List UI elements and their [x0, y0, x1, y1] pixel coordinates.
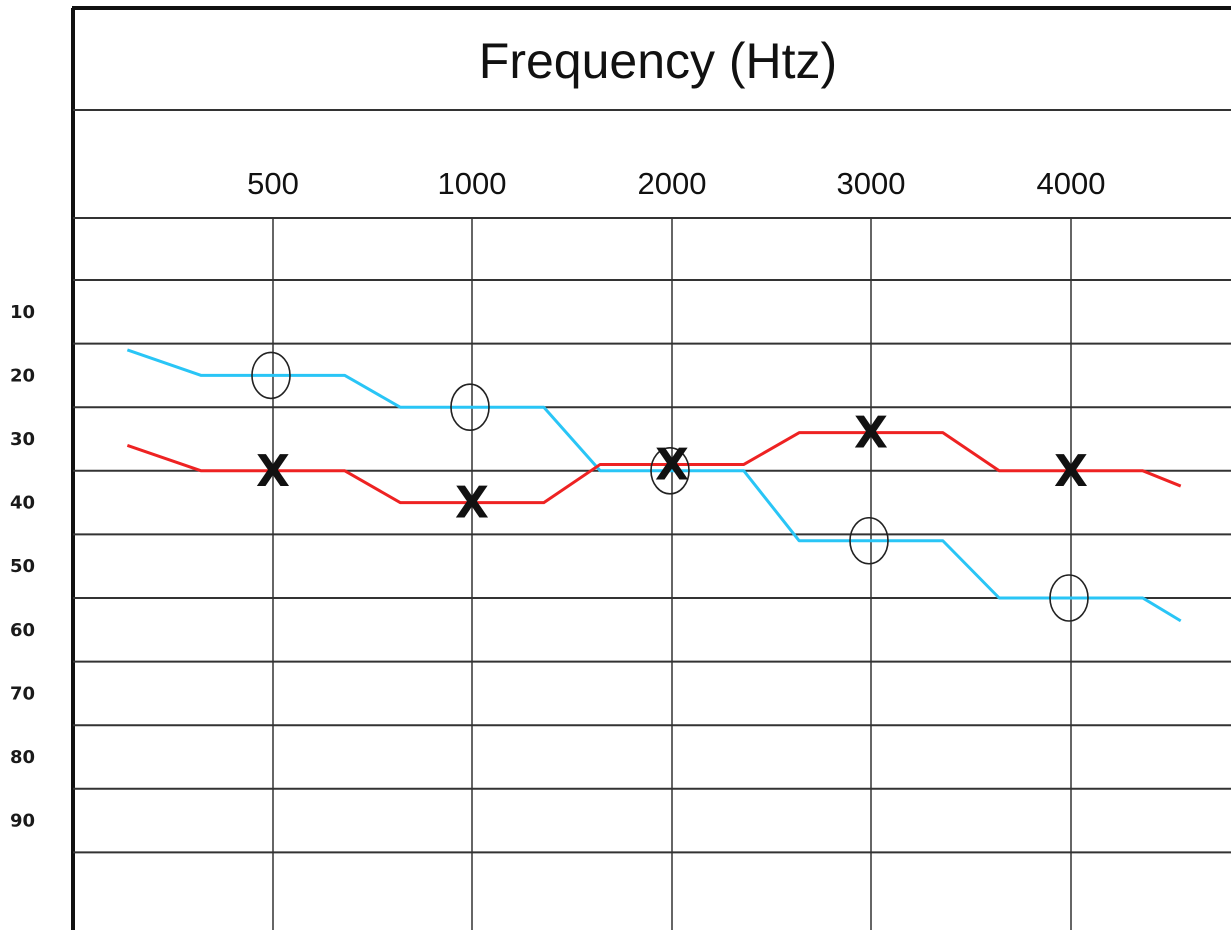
x-marker: X: [854, 408, 888, 459]
circle-marker: [251, 351, 291, 400]
series-lines: [126, 348, 1182, 623]
x-marker: X: [455, 478, 489, 529]
circle-marker: [650, 446, 690, 495]
level-label: 60: [10, 620, 35, 641]
level-labels: 10 20 30 40 50 60 70 80 90: [10, 302, 35, 832]
frequency-label: 3000: [837, 166, 906, 201]
vertical-gridlines: [272, 218, 1072, 930]
series-line: [126, 348, 1182, 623]
chart-title: Frequency (Htz): [479, 33, 837, 89]
circle-marker: [450, 383, 490, 432]
x-marker: X: [1054, 446, 1088, 497]
level-label: 70: [10, 683, 35, 704]
level-label: 10: [10, 302, 35, 323]
frequency-label: 4000: [1037, 166, 1106, 201]
series-line: [126, 431, 1182, 505]
circle-marker: [1049, 574, 1089, 622]
level-label: 90: [10, 811, 35, 832]
horizontal-gridlines: [73, 279, 1231, 854]
level-label: 30: [10, 429, 35, 450]
frequency-labels: 500 1000 2000 3000 4000: [247, 166, 1105, 201]
x-marker: X: [655, 439, 689, 490]
series-markers: X X X X X: [251, 351, 1089, 622]
frequency-label: 2000: [638, 166, 707, 201]
level-label: 50: [10, 556, 35, 577]
frequency-label: 1000: [438, 166, 507, 201]
level-label: 40: [10, 493, 35, 514]
level-label: 80: [10, 747, 35, 768]
circle-marker: [849, 516, 889, 565]
x-marker: X: [256, 446, 290, 497]
frequency-label: 500: [247, 166, 299, 201]
level-label: 20: [10, 365, 35, 386]
